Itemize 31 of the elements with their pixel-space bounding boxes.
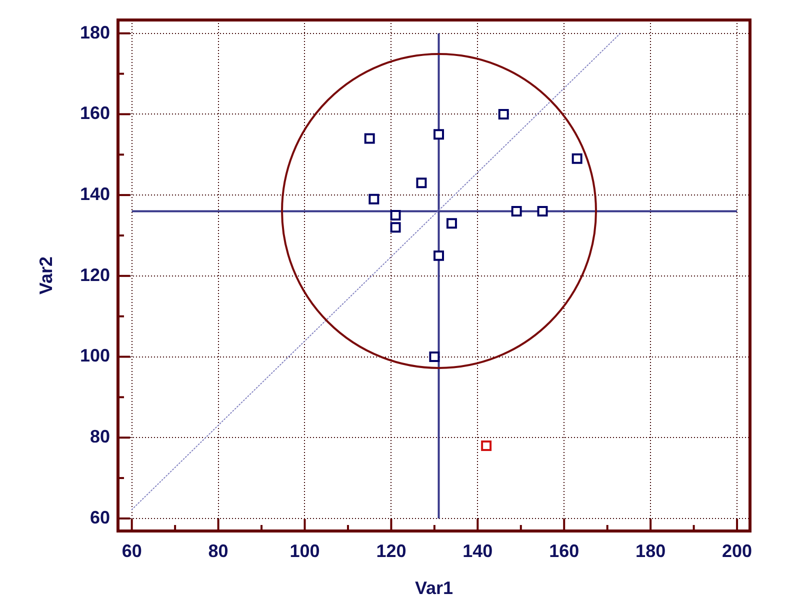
point [364,133,375,144]
point [434,250,444,261]
point [416,178,427,188]
point [511,206,522,216]
point [390,222,401,233]
y-tick-label: 180 [80,22,110,42]
x-tick-label: 200 [722,540,752,561]
y-tick-label: 80 [90,426,110,447]
point [572,153,582,164]
x-tick-label: 180 [636,540,666,561]
y-tick-label: 100 [80,346,110,366]
point [429,352,440,362]
x-tick-label: 140 [462,540,493,561]
point [390,210,401,221]
point [434,129,444,140]
y-tick-label: 60 [90,507,110,528]
point [446,218,457,229]
point [481,440,492,451]
y-axis-title: Var2 [36,256,56,295]
point [498,108,509,120]
x-tick-label: 80 [208,540,228,561]
x-axis-title: Var1 [414,578,454,598]
y-tick-label: 160 [80,103,110,124]
x-tick-label: 160 [549,540,580,561]
y-tick-label: 120 [80,264,110,285]
x-tick-label: 120 [376,540,406,561]
point [537,206,548,216]
point [368,194,380,204]
x-tick-label: 60 [122,540,142,561]
y-tick-label: 140 [80,184,110,204]
x-tick-label: 100 [290,540,320,561]
